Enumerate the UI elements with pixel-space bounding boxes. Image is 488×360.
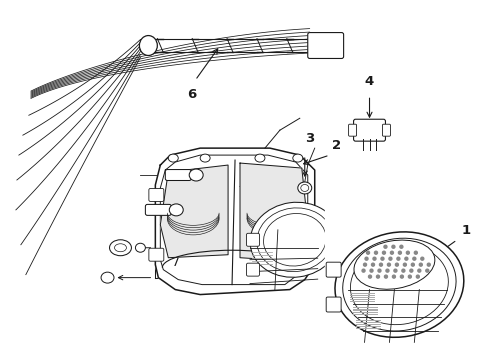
Ellipse shape [169,204,183,216]
Circle shape [412,257,415,260]
Circle shape [386,263,389,266]
Text: 3: 3 [305,132,314,145]
FancyBboxPatch shape [325,262,341,277]
Text: 7: 7 [172,256,180,269]
Ellipse shape [334,232,463,337]
Bar [324,190,424,310]
Circle shape [368,275,371,278]
Text: 2: 2 [331,139,340,152]
Circle shape [406,251,408,254]
Ellipse shape [292,154,302,162]
Ellipse shape [109,240,131,256]
Circle shape [364,257,367,260]
Circle shape [403,263,406,266]
Circle shape [427,263,429,266]
Circle shape [417,269,420,272]
Circle shape [413,251,416,254]
Circle shape [377,269,380,272]
Circle shape [385,269,388,272]
Circle shape [420,257,423,260]
Circle shape [374,251,377,254]
Ellipse shape [353,240,434,289]
Circle shape [369,269,372,272]
FancyBboxPatch shape [307,32,343,58]
FancyBboxPatch shape [348,124,356,136]
Text: 1: 1 [460,224,469,237]
FancyBboxPatch shape [246,233,259,246]
Circle shape [415,275,419,278]
Circle shape [395,263,398,266]
FancyBboxPatch shape [353,119,385,141]
Circle shape [392,275,395,278]
Polygon shape [240,163,307,262]
Circle shape [371,263,374,266]
FancyBboxPatch shape [325,297,341,312]
Circle shape [384,275,386,278]
Polygon shape [155,148,314,294]
Ellipse shape [254,154,264,162]
Circle shape [366,251,369,254]
FancyBboxPatch shape [382,124,389,136]
Ellipse shape [256,208,332,272]
Ellipse shape [168,154,178,162]
Circle shape [382,251,385,254]
Circle shape [399,245,402,248]
Circle shape [404,257,407,260]
Circle shape [383,245,386,248]
Circle shape [376,275,379,278]
FancyBboxPatch shape [148,189,163,201]
Circle shape [400,275,403,278]
Ellipse shape [350,244,447,325]
Circle shape [380,257,383,260]
Circle shape [393,269,396,272]
Circle shape [379,263,382,266]
Circle shape [361,269,364,272]
Ellipse shape [263,213,325,266]
Circle shape [372,257,375,260]
Polygon shape [160,165,227,258]
Ellipse shape [135,243,145,252]
Ellipse shape [114,244,126,252]
Circle shape [398,251,401,254]
Circle shape [396,257,399,260]
Ellipse shape [297,182,311,194]
Text: 6: 6 [187,88,197,102]
Text: 4: 4 [364,75,373,88]
FancyBboxPatch shape [165,170,191,180]
Circle shape [409,269,412,272]
Circle shape [388,257,391,260]
Ellipse shape [342,238,455,331]
Circle shape [419,263,422,266]
Circle shape [401,269,404,272]
Circle shape [389,251,393,254]
Circle shape [363,263,366,266]
FancyBboxPatch shape [148,248,163,261]
Circle shape [407,275,410,278]
Circle shape [425,269,428,272]
Ellipse shape [189,169,203,181]
Ellipse shape [249,202,339,277]
Ellipse shape [101,272,114,283]
Ellipse shape [139,36,157,55]
Ellipse shape [300,184,308,192]
FancyBboxPatch shape [145,204,171,215]
Circle shape [410,263,413,266]
FancyBboxPatch shape [246,263,259,276]
Text: 7: 7 [238,185,245,198]
Text: 5: 5 [366,200,375,213]
Ellipse shape [200,154,210,162]
Circle shape [391,245,394,248]
